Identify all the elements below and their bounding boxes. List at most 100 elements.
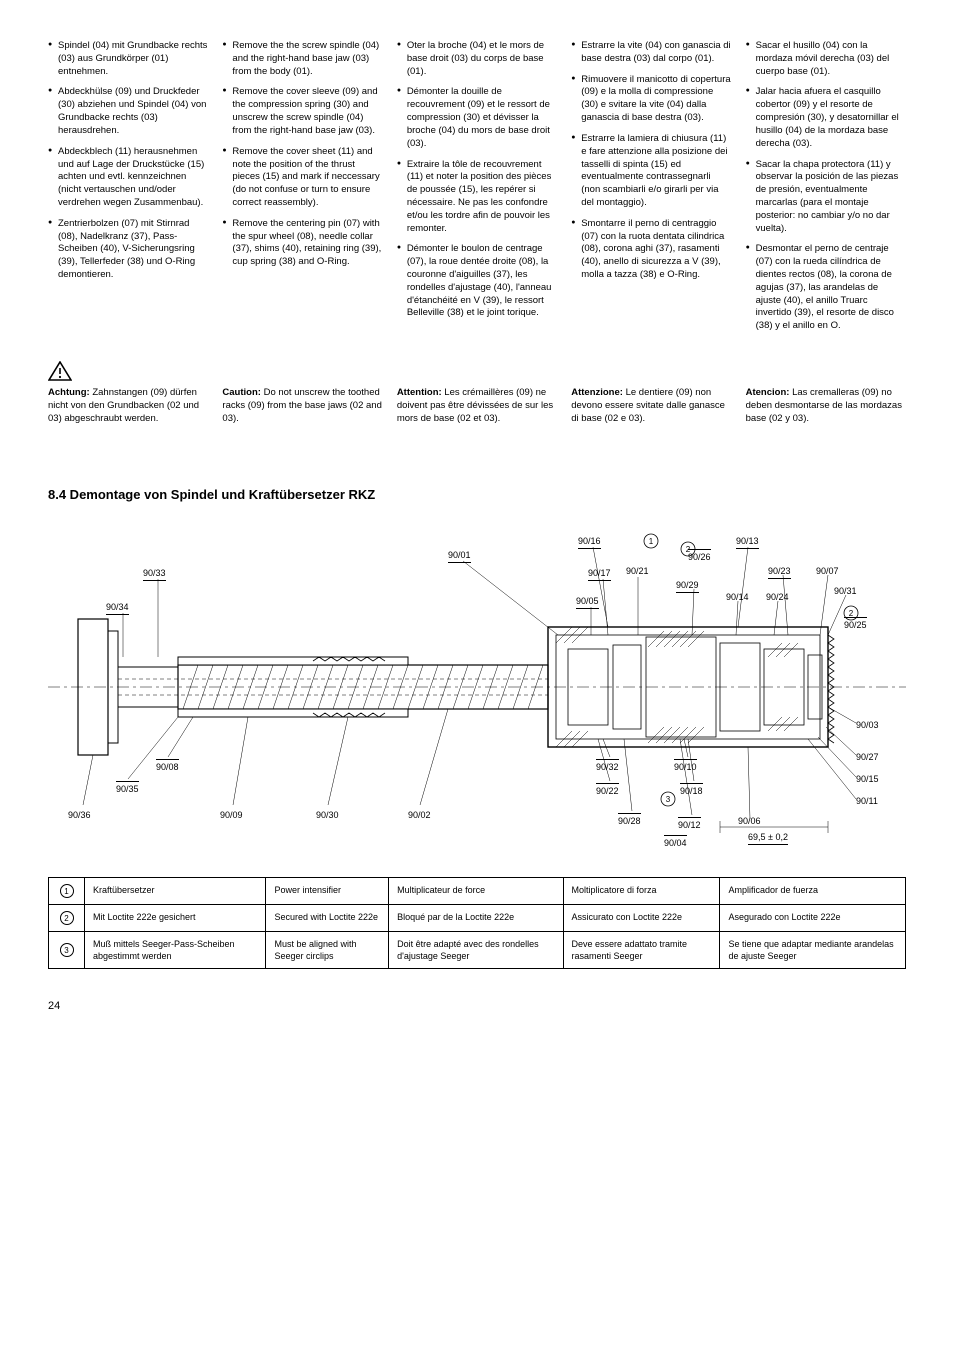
col-en: Remove the the screw spindle (04) and th… — [222, 40, 382, 341]
cell-it: Assicurato con Loctite 222e — [563, 905, 720, 932]
diagram-label: 90/05 — [576, 595, 599, 609]
cell-fr: Doit être adapté avec des rondelles d'aj… — [389, 932, 563, 969]
notes-table: 1 Kraftübersetzer Power intensifier Mult… — [48, 877, 906, 969]
diagram-label: 90/29 — [676, 579, 699, 593]
diagram-label: 90/34 — [106, 601, 129, 615]
instruction-columns: Spindel (04) mit Grundbacke rechts (03) … — [48, 40, 906, 341]
list-item: Estrarre la vite (04) con ganascia di ba… — [571, 40, 731, 66]
diagram-label: 90/01 — [448, 549, 471, 563]
list-item: Oter la broche (04) et le mors de base d… — [397, 40, 557, 78]
diagram-label: 69,5 ± 0,2 — [748, 831, 788, 845]
list-item: Spindel (04) mit Grundbacke rechts (03) … — [48, 40, 208, 78]
diagram-label: 90/16 — [578, 535, 601, 549]
col-fr: Oter la broche (04) et le mors de base d… — [397, 40, 557, 341]
warn-en: Caution: Do not unscrew the toothed rack… — [222, 387, 382, 425]
warn-it: Attenzione: Le dentiere (09) non devono … — [571, 387, 731, 425]
warn-label: Achtung: — [48, 387, 90, 398]
diagram-label: 90/31 — [834, 585, 857, 597]
cell-es: Se tiene que adaptar mediante arandelas … — [720, 932, 906, 969]
page-number: 24 — [48, 999, 906, 1014]
diagram-label: 90/21 — [626, 565, 649, 577]
diagram-label: 90/17 — [588, 567, 611, 581]
warning-icon — [48, 361, 72, 381]
table-row: 3 Muß mittels Seeger-Pass-Scheiben abges… — [49, 932, 906, 969]
diagram-label: 90/10 — [674, 759, 697, 773]
list-item: Zentrierbolzen (07) mit Stirnrad (08), N… — [48, 218, 208, 282]
diagram-label: 90/26 — [688, 549, 711, 563]
warn-label: Attenzione: — [571, 387, 623, 398]
row-num: 2 — [49, 905, 85, 932]
warn-de: Achtung: Zahnstangen (09) dürfen nicht v… — [48, 387, 208, 425]
diagram-label: 90/13 — [736, 535, 759, 549]
list-item: Sacar la chapa protectora (11) y observa… — [746, 159, 906, 236]
list-item: Smontarre il perno di centraggio (07) co… — [571, 218, 731, 282]
diagram-label: 90/33 — [143, 567, 166, 581]
cell-de: Muß mittels Seeger-Pass-Scheiben abgesti… — [85, 932, 266, 969]
section-title: 8.4 Demontage von Spindel und Kraftübers… — [48, 486, 906, 504]
diagram-label: 90/06 — [738, 815, 761, 827]
warn-label: Atencion: — [746, 387, 790, 398]
diagram-label: 90/28 — [618, 813, 641, 827]
diagram-label: 90/25 — [844, 617, 867, 631]
table-row: 2 Mit Loctite 222e gesichert Secured wit… — [49, 905, 906, 932]
svg-text:1: 1 — [649, 537, 654, 546]
warn-es: Atencion: Las cremalleras (09) no deben … — [746, 387, 906, 425]
diagram-label: 90/08 — [156, 759, 179, 773]
diagram-label: 90/02 — [408, 809, 431, 821]
table-row: 1 Kraftübersetzer Power intensifier Mult… — [49, 878, 906, 905]
warn-label: Caution: — [222, 387, 261, 398]
list-item: Abdeckhülse (09) und Druckfeder (30) abz… — [48, 86, 208, 137]
list-item: Extraire la tôle de recouvrement (11) et… — [397, 159, 557, 236]
diagram-label: 90/15 — [856, 773, 879, 785]
diagram-label: 90/22 — [596, 783, 619, 797]
diagram-label: 90/35 — [116, 781, 139, 795]
technical-diagram: 1 2 2 3 90/3390/3490/0890/3590/3690/0990… — [48, 527, 906, 867]
col-it: Estrarre la vite (04) con ganascia di ba… — [571, 40, 731, 341]
cell-en: Power intensifier — [266, 878, 389, 905]
list-item: Démonter le boulon de centrage (07), la … — [397, 243, 557, 320]
list-item: Desmontar el perno de centraje (07) con … — [746, 243, 906, 333]
list-item: Remove the centering pin (07) with the s… — [222, 218, 382, 269]
diagram-label: 90/32 — [596, 759, 619, 773]
list-item: Sacar el husillo (04) con la mordaza móv… — [746, 40, 906, 78]
diagram-label: 90/18 — [680, 783, 703, 797]
list-item: Remove the cover sleeve (09) and the com… — [222, 86, 382, 137]
svg-text:3: 3 — [666, 795, 671, 804]
list-item: Démonter la douille de recouvrement (09)… — [397, 86, 557, 150]
cell-de: Kraftübersetzer — [85, 878, 266, 905]
diagram-label: 90/11 — [856, 795, 878, 807]
diagram-label: 90/27 — [856, 751, 879, 763]
diagram-label: 90/24 — [766, 591, 789, 603]
warn-label: Attention: — [397, 387, 442, 398]
diagram-label: 90/30 — [316, 809, 339, 821]
cell-it: Moltiplicatore di forza — [563, 878, 720, 905]
diagram-label: 90/14 — [726, 591, 749, 603]
diagram-label: 90/12 — [678, 817, 701, 831]
warn-fr: Attention: Les crémaillères (09) ne doiv… — [397, 387, 557, 425]
list-item: Remove the cover sheet (11) and note the… — [222, 146, 382, 210]
list-item: Abdeckblech (11) herausnehmen und auf La… — [48, 146, 208, 210]
list-item: Rimuovere il manicotto di copertura (09)… — [571, 74, 731, 125]
list-item: Remove the the screw spindle (04) and th… — [222, 40, 382, 78]
diagram-label: 90/03 — [856, 719, 879, 731]
cell-es: Asegurado con Loctite 222e — [720, 905, 906, 932]
diagram-label: 90/04 — [664, 835, 687, 849]
diagram-label: 90/09 — [220, 809, 243, 821]
row-num: 3 — [49, 932, 85, 969]
list-item: Estrarre la lamiera di chiusura (11) e f… — [571, 133, 731, 210]
col-de: Spindel (04) mit Grundbacke rechts (03) … — [48, 40, 208, 341]
row-num: 1 — [49, 878, 85, 905]
list-item: Jalar hacia afuera el casquillo cobertor… — [746, 86, 906, 150]
diagram-label: 90/07 — [816, 565, 839, 577]
diagram-label: 90/36 — [68, 809, 91, 821]
cell-en: Must be aligned with Seeger circlips — [266, 932, 389, 969]
warning-row: Achtung: Zahnstangen (09) dürfen nicht v… — [48, 387, 906, 425]
diagram-label: 90/23 — [768, 565, 791, 579]
col-es: Sacar el husillo (04) con la mordaza móv… — [746, 40, 906, 341]
cell-it: Deve essere adattato tramite rasamenti S… — [563, 932, 720, 969]
cell-en: Secured with Loctite 222e — [266, 905, 389, 932]
cell-de: Mit Loctite 222e gesichert — [85, 905, 266, 932]
cell-fr: Bloqué par de la Loctite 222e — [389, 905, 563, 932]
cell-es: Amplificador de fuerza — [720, 878, 906, 905]
cell-fr: Multiplicateur de force — [389, 878, 563, 905]
